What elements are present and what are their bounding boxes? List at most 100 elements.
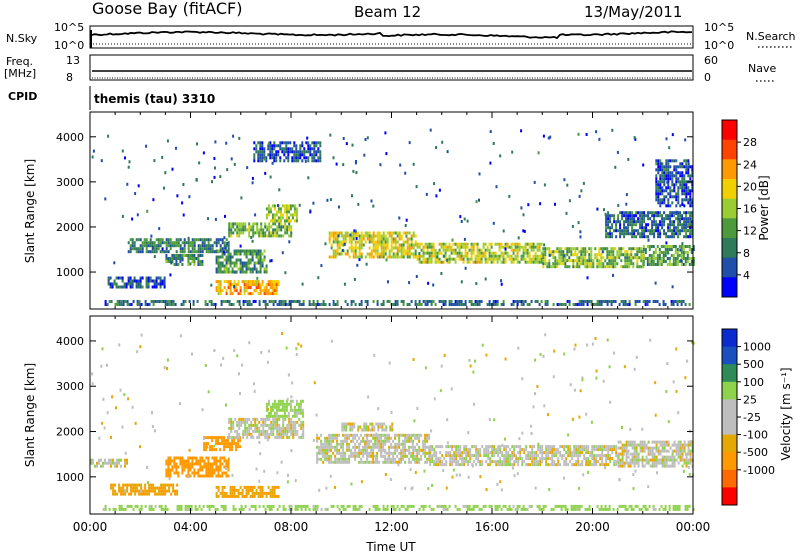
heatmap-cell [611, 128, 614, 132]
heatmap-cell [590, 247, 593, 251]
heatmap-cell [669, 195, 672, 199]
heatmap-cell [376, 243, 379, 247]
heatmap-cell [410, 451, 413, 455]
heatmap-cell [521, 463, 524, 467]
heatmap-cell [414, 454, 417, 458]
heatmap-cell [545, 445, 548, 449]
heatmap-cell [404, 436, 407, 440]
heatmap-cell [535, 457, 538, 461]
heatmap-cell [223, 247, 226, 251]
heatmap-cell [476, 245, 479, 249]
heatmap-cell [187, 244, 190, 248]
heatmap-cell [674, 300, 677, 303]
heatmap-cell [673, 183, 676, 187]
heatmap-cell [661, 226, 664, 230]
heatmap-cell [352, 249, 355, 253]
heatmap-cell [647, 458, 650, 462]
heatmap-cell [582, 256, 585, 260]
heatmap-cell [655, 189, 658, 193]
heatmap-cell [457, 460, 460, 464]
heatmap-cell [639, 440, 642, 444]
heatmap-cell [155, 244, 158, 248]
heatmap-cell [390, 442, 393, 446]
heatmap-cell [555, 451, 558, 455]
heatmap-cell [448, 254, 451, 258]
heatmap-cell [293, 219, 296, 223]
heatmap-cell [457, 463, 460, 467]
heatmap-cell [394, 255, 397, 259]
heatmap-cell [348, 457, 351, 461]
heatmap-cell [612, 300, 615, 303]
heatmap-cell [422, 257, 425, 261]
heatmap-cell [577, 454, 580, 458]
heatmap-cell [554, 259, 557, 263]
heatmap-cell [350, 451, 353, 455]
heatmap-cell [414, 436, 417, 440]
heatmap-cell [653, 232, 656, 236]
heatmap-cell [424, 260, 427, 264]
heatmap-cell [645, 461, 648, 465]
heatmap-cell [474, 303, 477, 306]
heatmap-cell [418, 242, 421, 246]
heatmap-cell [175, 468, 178, 472]
heatmap-cell [526, 260, 529, 264]
heatmap-cell [599, 457, 602, 461]
heatmap-cell [414, 460, 417, 464]
heatmap-cell [366, 454, 369, 458]
heatmap-cell [541, 457, 544, 461]
heatmap-cell [302, 300, 305, 303]
heatmap-cell [378, 237, 381, 241]
heatmap-cell [422, 248, 425, 252]
heatmap-cell [342, 433, 345, 437]
heatmap-cell [467, 460, 470, 464]
heatmap-cell [197, 462, 200, 466]
heatmap-cell [360, 439, 363, 443]
heatmap-cell [221, 247, 224, 251]
heatmap-cell [539, 451, 542, 455]
heatmap-cell [645, 226, 648, 230]
heatmap-cell [667, 251, 670, 255]
heatmap-cell [382, 303, 385, 306]
heatmap-cell [301, 141, 304, 145]
heatmap-cell [284, 300, 287, 303]
heatmap-cell [643, 464, 646, 468]
heatmap-cell [374, 454, 377, 458]
heatmap-cell [324, 445, 327, 449]
heatmap-cell [646, 303, 649, 306]
heatmap-cell [683, 165, 686, 169]
heatmap-cell [526, 242, 529, 246]
heatmap-cell [225, 459, 228, 463]
heatmap-cell [223, 236, 226, 240]
heatmap-cell [300, 435, 303, 439]
heatmap-cell [362, 448, 365, 452]
heatmap-cell [344, 231, 347, 235]
heatmap-cell [235, 289, 238, 293]
heatmap-cell [544, 247, 547, 251]
heatmap-cell [258, 429, 261, 433]
heatmap-cell [187, 250, 190, 254]
heatmap-cell [267, 292, 270, 296]
heatmap-cell [256, 225, 259, 229]
heatmap-cell [620, 250, 623, 254]
heatmap-cell [360, 240, 363, 244]
heatmap-cell [490, 245, 493, 249]
heatmap-cell [170, 303, 173, 306]
heatmap-cell [276, 417, 279, 421]
heatmap-cell [394, 243, 397, 247]
heatmap-cell [434, 260, 437, 264]
heatmap-cell [227, 249, 230, 253]
heatmap-cell [679, 174, 682, 178]
heatmap-cell [219, 238, 222, 242]
heatmap-cell [265, 207, 268, 211]
heatmap-cell [126, 489, 129, 493]
heatmap-cell [227, 255, 230, 259]
heatmap-cell [584, 253, 587, 257]
heatmap-cell [153, 285, 156, 289]
heatmap-cell [576, 303, 579, 306]
heatmap-cell [230, 417, 233, 421]
heatmap-cell [633, 461, 636, 465]
heatmap-cell [275, 286, 278, 290]
heatmap-cell [663, 180, 666, 184]
heatmap-cell [366, 457, 369, 461]
heatmap-cell [156, 492, 159, 496]
